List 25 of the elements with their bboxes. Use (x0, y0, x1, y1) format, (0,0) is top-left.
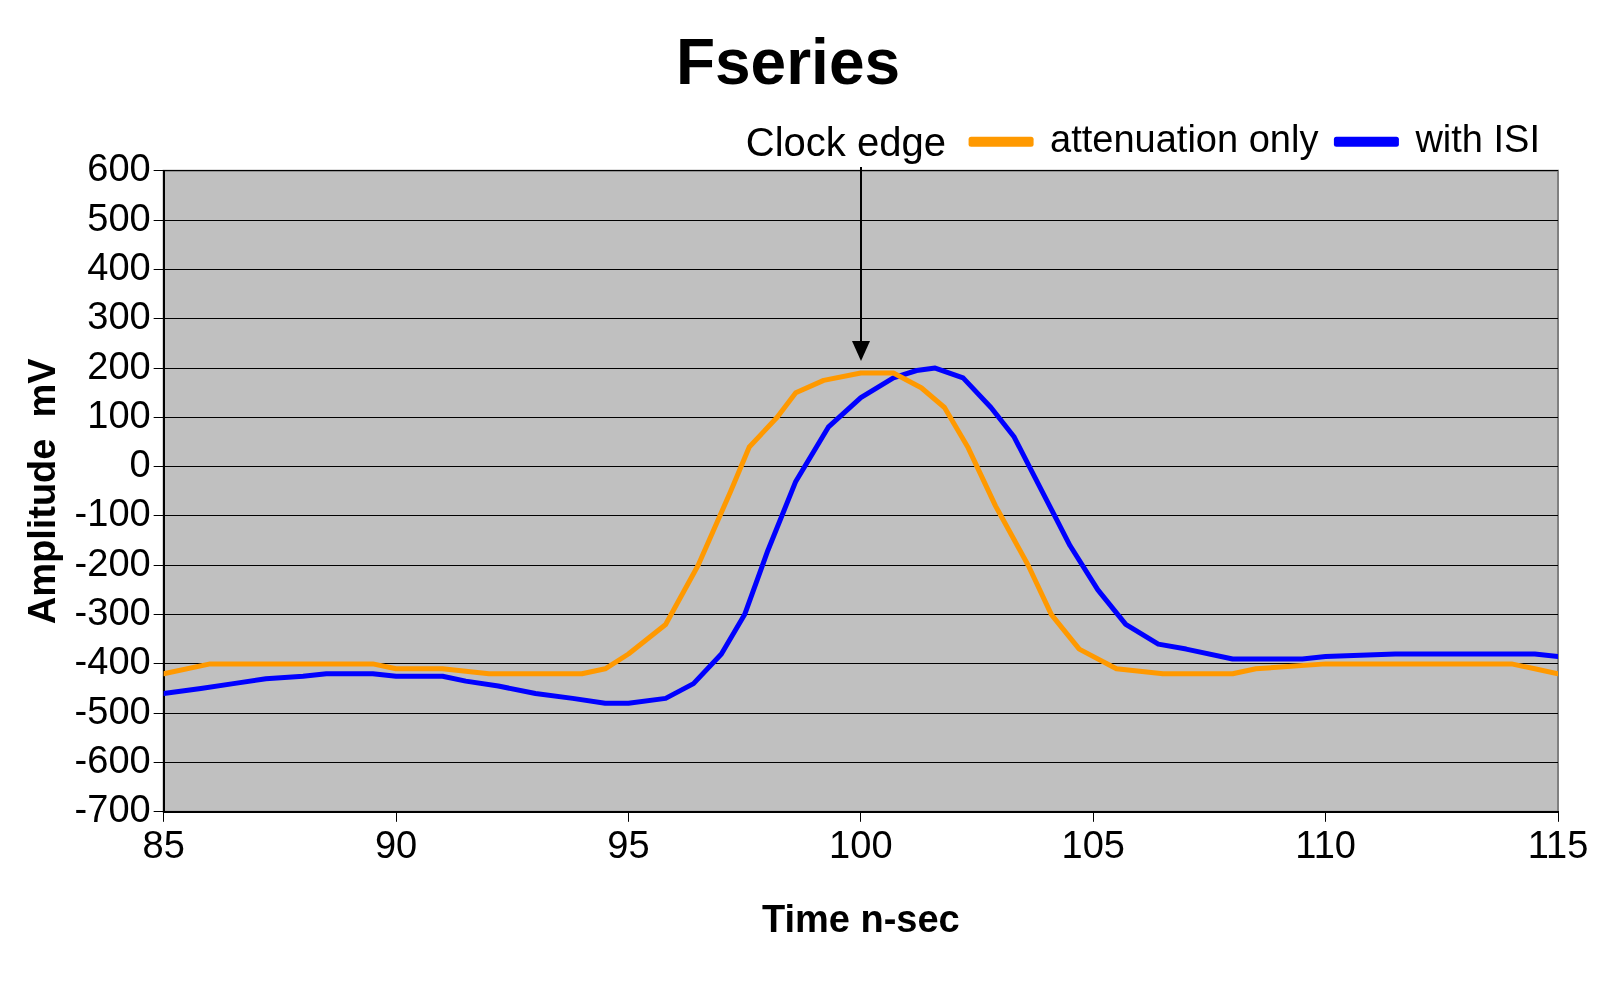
x-tick-label: 105 (1061, 824, 1125, 867)
x-tick-label: 90 (374, 824, 418, 867)
y-tick-label: 500 (87, 196, 151, 239)
y-tick-label: -100 (74, 492, 151, 535)
y-tick-label: -400 (74, 640, 151, 683)
x-tick-label: 110 (1295, 824, 1356, 867)
y-tick-label: 200 (87, 344, 151, 387)
y-tick-label: 400 (87, 245, 151, 288)
y-tick-label: 0 (129, 443, 151, 486)
y-tick-label: 100 (87, 393, 151, 436)
y-tick-label: -500 (74, 689, 151, 732)
chart-title: Fseries (675, 26, 901, 99)
x-tick-label: 115 (1527, 824, 1589, 867)
y-tick-label: 600 (87, 147, 151, 190)
x-axis-title: Time n-sec (761, 897, 960, 940)
y-tick-label: -600 (74, 738, 151, 781)
y-tick-label: -300 (74, 591, 151, 634)
text: Clock edge (745, 119, 946, 164)
x-tick-label: 100 (829, 824, 893, 867)
legend-label: with ISI (1414, 118, 1541, 161)
legend-label: attenuation only (1050, 118, 1319, 161)
x-tick-label: 95 (607, 824, 650, 867)
y-tick-label: 300 (87, 295, 151, 338)
y-tick-label: -200 (74, 541, 151, 584)
y-axis-title: Amplitude mV (21, 357, 64, 625)
